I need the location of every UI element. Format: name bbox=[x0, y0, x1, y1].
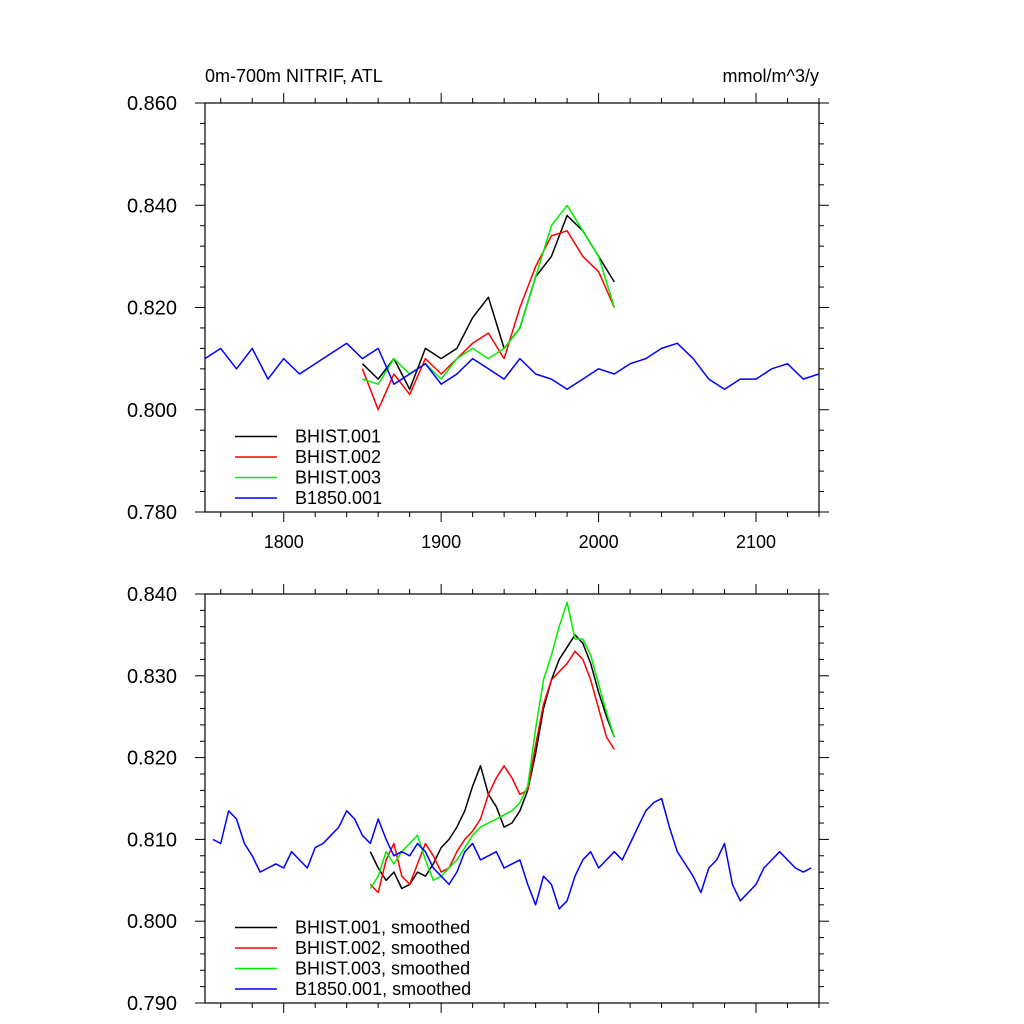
series-group bbox=[205, 204, 819, 411]
y-tick-label: 0.820 bbox=[127, 298, 177, 320]
y-tick-label: 0.780 bbox=[127, 502, 177, 524]
legend-label: B1850.001, smoothed bbox=[295, 979, 471, 999]
x-tick-label: 1900 bbox=[421, 532, 461, 552]
series-group bbox=[212, 601, 812, 910]
series-line-3 bbox=[205, 342, 819, 391]
series-line-1 bbox=[369, 650, 615, 894]
y-tick-label: 0.800 bbox=[127, 911, 177, 933]
series-line-2 bbox=[362, 204, 616, 385]
series-line-0 bbox=[369, 634, 616, 890]
legend-label: BHIST.001, smoothed bbox=[295, 918, 470, 938]
legend-label: BHIST.002, smoothed bbox=[295, 938, 470, 958]
x-tick-label: 2100 bbox=[736, 532, 776, 552]
chart-title: 0m-700m NITRIF, ATL bbox=[205, 66, 383, 86]
top-panel: 1800 1900 2000 2100 0.780 0.800 0.820 0.840 0.86… bbox=[127, 93, 829, 552]
series-line-3 bbox=[212, 797, 812, 910]
bottom-panel: 0.790 0.800 0.810 0.820 0.830 0.840 BHIST.001,… bbox=[127, 584, 829, 1015]
y-tick-label: 0.820 bbox=[127, 748, 177, 770]
series-line-2 bbox=[369, 601, 616, 889]
legend-label: B1850.001 bbox=[295, 488, 382, 508]
legend-label: BHIST.003 bbox=[295, 468, 381, 488]
series-line-1 bbox=[361, 230, 615, 411]
y-tick-label: 0.810 bbox=[127, 829, 177, 851]
plot-frame bbox=[204, 593, 820, 1004]
x-tick-label: 2000 bbox=[579, 532, 619, 552]
y-tick-label: 0.800 bbox=[127, 400, 177, 422]
legend-label: BHIST.001 bbox=[295, 427, 381, 447]
legend-label: BHIST.003, smoothed bbox=[295, 959, 470, 979]
y-tick-label: 0.860 bbox=[127, 93, 177, 115]
y-tick-label: 0.790 bbox=[127, 993, 177, 1015]
x-tick-label: 1800 bbox=[264, 532, 304, 552]
series-line-0 bbox=[361, 214, 615, 391]
y-tick-label: 0.830 bbox=[127, 666, 177, 688]
legend-label: BHIST.002 bbox=[295, 447, 381, 467]
units-label: mmol/m^3/y bbox=[723, 66, 819, 86]
y-tick-label: 0.840 bbox=[127, 584, 177, 606]
y-tick-label: 0.840 bbox=[127, 195, 177, 217]
